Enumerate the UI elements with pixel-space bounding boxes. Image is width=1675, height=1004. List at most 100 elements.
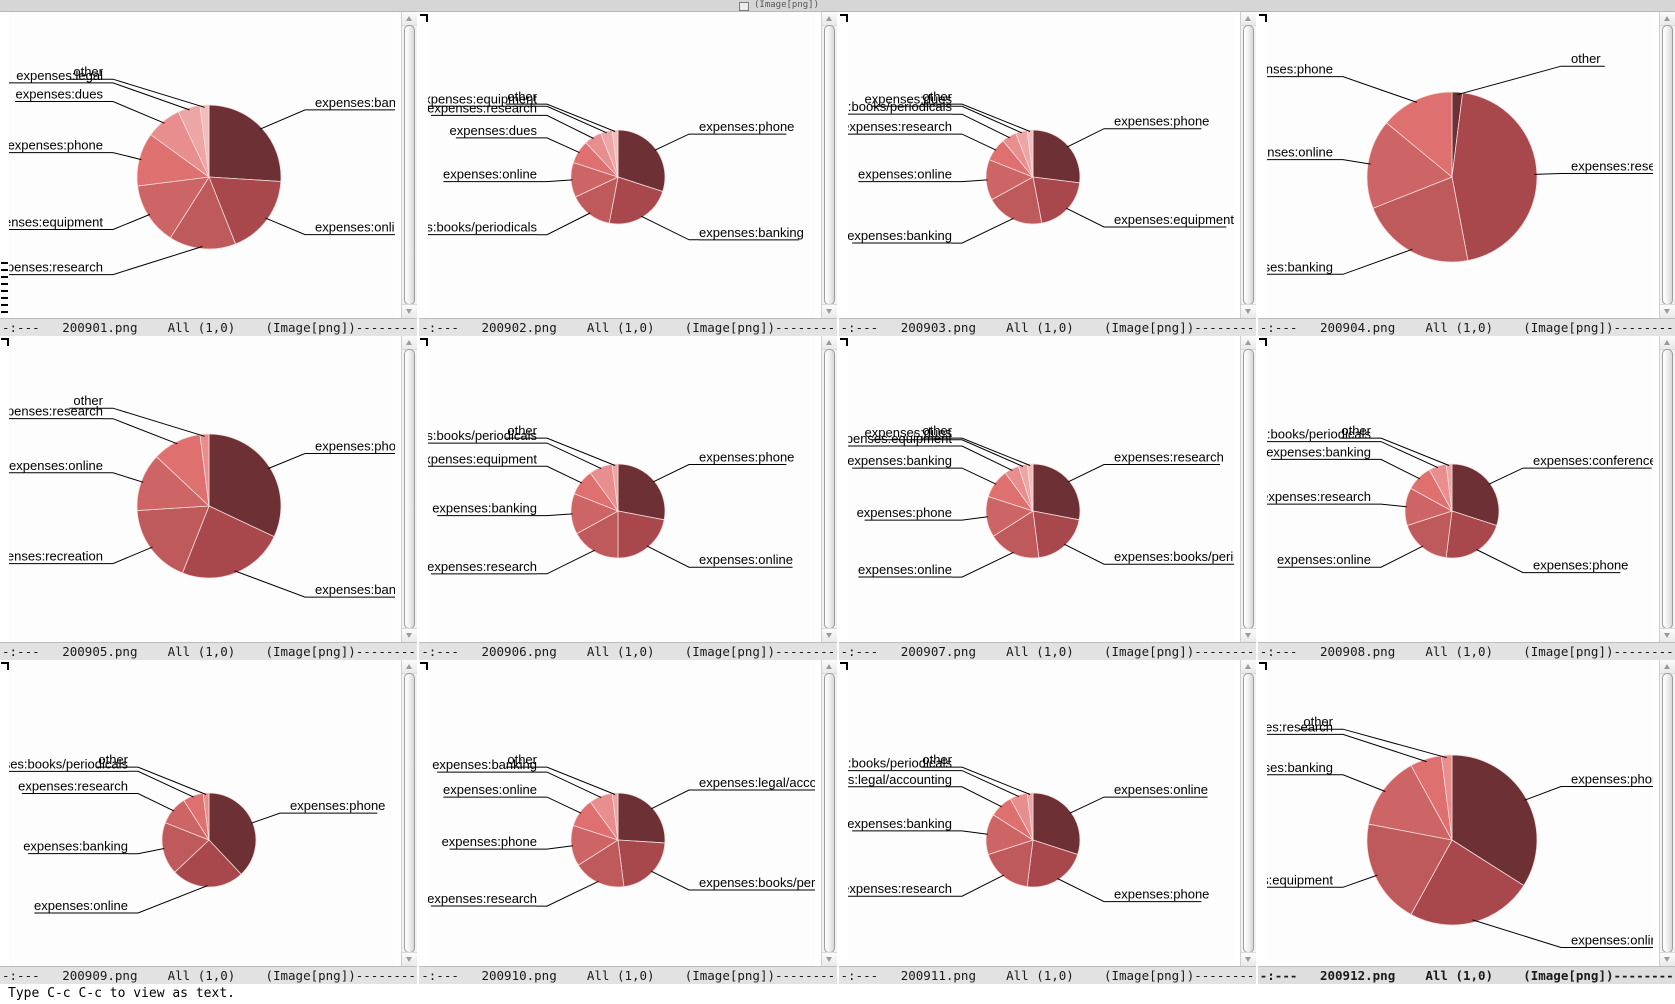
scrollbar-thumb[interactable]	[1662, 25, 1673, 305]
vertical-scrollbar[interactable]	[1239, 336, 1256, 642]
window-body[interactable]: expenses:phone expenses:online expenses:ba…	[0, 660, 418, 966]
emacs-window-200905[interactable]: expenses:phone expenses:banking expenses:r…	[0, 336, 418, 660]
vertical-scrollbar[interactable]	[1659, 660, 1675, 966]
scroll-up-arrow-icon[interactable]	[1240, 336, 1256, 350]
mode-line-200911[interactable]: -:--- 200911.png All (1,0) (Image[png])-…	[838, 966, 1256, 984]
mode-line-200910[interactable]: -:--- 200910.png All (1,0) (Image[png])-…	[419, 966, 837, 984]
window-body[interactable]: expenses:phone expenses:banking expenses:r…	[0, 336, 418, 642]
scroll-up-arrow-icon[interactable]	[1660, 336, 1675, 350]
mode-line-200909[interactable]: -:--- 200909.png All (1,0) (Image[png])-…	[0, 966, 418, 984]
vertical-scrollbar[interactable]	[1239, 12, 1256, 318]
scroll-down-arrow-icon[interactable]	[402, 304, 418, 318]
vertical-scrollbar[interactable]	[1239, 660, 1256, 966]
scroll-down-arrow-icon[interactable]	[821, 628, 837, 642]
mode-line-200903[interactable]: -:--- 200903.png All (1,0) (Image[png])-…	[838, 318, 1256, 336]
window-body[interactable]: expenses:research expenses:books/periodic…	[838, 336, 1256, 642]
mode-line-prefix: -:---	[2, 968, 63, 983]
mode-line-200908[interactable]: -:--- 200908.png All (1,0) (Image[png])-…	[1257, 642, 1675, 660]
scrollbar-thumb[interactable]	[823, 349, 835, 629]
window-body[interactable]: expenses:phone expenses:equipment expenses…	[838, 12, 1256, 318]
window-body[interactable]: expenses:legal/accounting expenses:books/…	[419, 660, 837, 966]
image-canvas[interactable]: expenses:conference expenses:phone expense…	[1266, 336, 1653, 642]
scroll-up-arrow-icon[interactable]	[402, 660, 418, 674]
scroll-up-arrow-icon[interactable]	[821, 660, 837, 674]
emacs-window-200910[interactable]: expenses:legal/accounting expenses:books/…	[419, 660, 837, 984]
vertical-scrollbar[interactable]	[401, 660, 418, 966]
scroll-up-arrow-icon[interactable]	[1660, 12, 1675, 26]
window-body[interactable]: expenses:phone expenses:online expenses:re…	[419, 336, 837, 642]
vertical-scrollbar[interactable]	[1659, 336, 1675, 642]
scrollbar-thumb[interactable]	[404, 673, 416, 953]
mode-line-200902[interactable]: -:--- 200902.png All (1,0) (Image[png])-…	[419, 318, 837, 336]
window-body[interactable]: expenses:banking expenses:online expenses:…	[0, 12, 418, 318]
emacs-window-200909[interactable]: expenses:phone expenses:online expenses:ba…	[0, 660, 418, 984]
mode-line-200904[interactable]: -:--- 200904.png All (1,0) (Image[png])-…	[1257, 318, 1675, 336]
image-canvas[interactable]: expenses:research expenses:books/periodic…	[847, 336, 1234, 642]
emacs-window-200908[interactable]: expenses:conference expenses:phone expense…	[1257, 336, 1675, 660]
pie-label-leader	[1370, 545, 1423, 568]
scroll-up-arrow-icon[interactable]	[821, 336, 837, 350]
vertical-scrollbar[interactable]	[401, 12, 418, 318]
image-canvas[interactable]: expenses:online expenses:phone expenses:re…	[847, 660, 1234, 966]
vertical-scrollbar[interactable]	[820, 336, 837, 642]
scroll-down-arrow-icon[interactable]	[1660, 304, 1675, 318]
scroll-up-arrow-icon[interactable]	[402, 336, 418, 350]
scrollbar-thumb[interactable]	[1662, 673, 1673, 953]
window-body[interactable]: expenses:conference expenses:phone expense…	[1257, 336, 1675, 642]
mode-line-200912[interactable]: -:--- 200912.png All (1,0) (Image[png])-…	[1257, 966, 1675, 984]
scroll-down-arrow-icon[interactable]	[1660, 952, 1675, 966]
scroll-down-arrow-icon[interactable]	[402, 952, 418, 966]
scroll-up-arrow-icon[interactable]	[1240, 12, 1256, 26]
image-canvas[interactable]: other expenses:research expenses:banking ex…	[1266, 12, 1653, 318]
vertical-scrollbar[interactable]	[1659, 12, 1675, 318]
emacs-window-200911[interactable]: expenses:online expenses:phone expenses:re…	[838, 660, 1256, 984]
scroll-down-arrow-icon[interactable]	[1240, 628, 1256, 642]
scroll-down-arrow-icon[interactable]	[1660, 628, 1675, 642]
scrollbar-thumb[interactable]	[823, 25, 835, 305]
vertical-scrollbar[interactable]	[820, 12, 837, 318]
image-canvas[interactable]: expenses:phone expenses:online expenses:ba…	[9, 660, 396, 966]
scroll-up-arrow-icon[interactable]	[1660, 660, 1675, 674]
mode-line-200901[interactable]: -:--- 200901.png All (1,0) (Image[png])-…	[0, 318, 418, 336]
image-canvas[interactable]: expenses:phone expenses:banking expenses:b…	[428, 12, 815, 318]
mode-line-200906[interactable]: -:--- 200906.png All (1,0) (Image[png])-…	[419, 642, 837, 660]
scrollbar-thumb[interactable]	[1242, 673, 1254, 953]
image-canvas[interactable]: expenses:legal/accounting expenses:books/…	[428, 660, 815, 966]
mode-line-200907[interactable]: -:--- 200907.png All (1,0) (Image[png])-…	[838, 642, 1256, 660]
emacs-window-200912[interactable]: expenses:phone expenses:online expenses:eq…	[1257, 660, 1675, 984]
image-canvas[interactable]: expenses:phone expenses:equipment expenses…	[847, 12, 1234, 318]
image-canvas[interactable]: expenses:phone expenses:online expenses:eq…	[1266, 660, 1653, 966]
vertical-scrollbar[interactable]	[820, 660, 837, 966]
image-canvas[interactable]: expenses:phone expenses:online expenses:re…	[428, 336, 815, 642]
scrollbar-thumb[interactable]	[404, 349, 416, 629]
window-body[interactable]: expenses:phone expenses:online expenses:eq…	[1257, 660, 1675, 966]
image-canvas[interactable]: expenses:banking expenses:online expenses:…	[9, 12, 396, 318]
scroll-down-arrow-icon[interactable]	[821, 304, 837, 318]
window-body[interactable]: other expenses:research expenses:banking ex…	[1257, 12, 1675, 318]
scroll-up-arrow-icon[interactable]	[402, 12, 418, 26]
scroll-down-arrow-icon[interactable]	[1240, 952, 1256, 966]
scrollbar-thumb[interactable]	[823, 673, 835, 953]
pie-label-leader	[103, 407, 205, 437]
scroll-down-arrow-icon[interactable]	[821, 952, 837, 966]
scrollbar-thumb[interactable]	[1242, 25, 1254, 305]
window-body[interactable]: expenses:phone expenses:banking expenses:b…	[419, 12, 837, 318]
scrollbar-thumb[interactable]	[1242, 349, 1254, 629]
window-body[interactable]: expenses:online expenses:phone expenses:re…	[838, 660, 1256, 966]
mode-line-200905[interactable]: -:--- 200905.png All (1,0) (Image[png])-…	[0, 642, 418, 660]
emacs-window-200901[interactable]: expenses:banking expenses:online expenses:…	[0, 12, 418, 336]
emacs-window-200902[interactable]: expenses:phone expenses:banking expenses:b…	[419, 12, 837, 336]
pie-label-leader	[951, 874, 1004, 897]
scroll-down-arrow-icon[interactable]	[402, 628, 418, 642]
emacs-window-200904[interactable]: other expenses:research expenses:banking ex…	[1257, 12, 1675, 336]
scroll-up-arrow-icon[interactable]	[821, 12, 837, 26]
scroll-down-arrow-icon[interactable]	[1240, 304, 1256, 318]
emacs-window-200906[interactable]: expenses:phone expenses:online expenses:re…	[419, 336, 837, 660]
scroll-up-arrow-icon[interactable]	[1240, 660, 1256, 674]
vertical-scrollbar[interactable]	[401, 336, 418, 642]
emacs-window-200903[interactable]: expenses:phone expenses:equipment expenses…	[838, 12, 1256, 336]
emacs-window-200907[interactable]: expenses:research expenses:books/periodic…	[838, 336, 1256, 660]
scrollbar-thumb[interactable]	[1662, 349, 1673, 629]
image-canvas[interactable]: expenses:phone expenses:banking expenses:r…	[9, 336, 396, 642]
scrollbar-thumb[interactable]	[404, 25, 416, 305]
